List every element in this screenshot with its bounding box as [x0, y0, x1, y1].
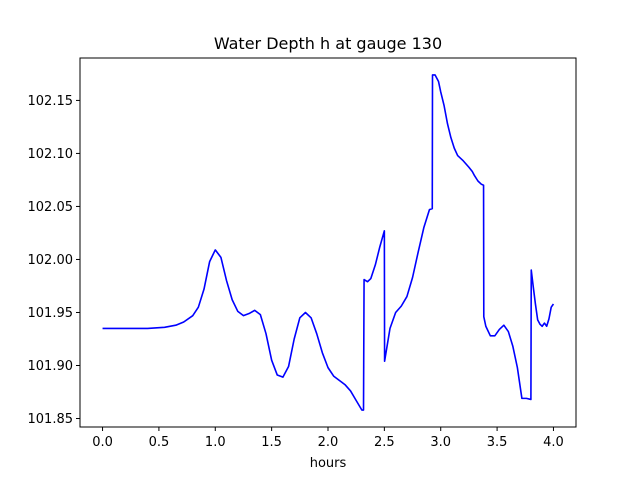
y-tick-label: 101.90: [28, 359, 74, 374]
x-tick-label: 1.0: [205, 435, 226, 450]
x-axis-label: hours: [310, 456, 347, 471]
y-tick-label: 102.10: [28, 147, 74, 162]
y-tick-label: 101.85: [28, 412, 74, 427]
series-layer: [102, 74, 555, 411]
y-tick-label: 102.15: [28, 94, 74, 109]
y-tick-label: 102.05: [28, 200, 74, 215]
plot-area: [80, 58, 576, 427]
x-tick-label: 3.5: [487, 435, 508, 450]
x-tick-label: 2.5: [374, 435, 395, 450]
y-tick-label: 102.00: [28, 253, 74, 268]
x-tick-label: 2.0: [318, 435, 339, 450]
x-tick-label: 1.5: [261, 435, 282, 450]
y-axis: 101.85 101.90 101.95 102.00 102.05 102.10 102.…: [28, 94, 80, 427]
x-tick-label: 4.0: [543, 435, 564, 450]
x-tick-label: 0.5: [149, 435, 170, 450]
plot-background: [80, 58, 576, 427]
chart-title: Water Depth h at gauge 130: [214, 34, 442, 53]
x-tick-label: 3.0: [430, 435, 451, 450]
x-tick-label: 0.0: [92, 435, 113, 450]
x-axis: 0.0 0.5 1.0 1.5 2.0 2.5 3.0 3.5 4.0: [92, 427, 564, 450]
series-line-0: [102, 74, 555, 411]
y-tick-label: 101.95: [28, 306, 74, 321]
